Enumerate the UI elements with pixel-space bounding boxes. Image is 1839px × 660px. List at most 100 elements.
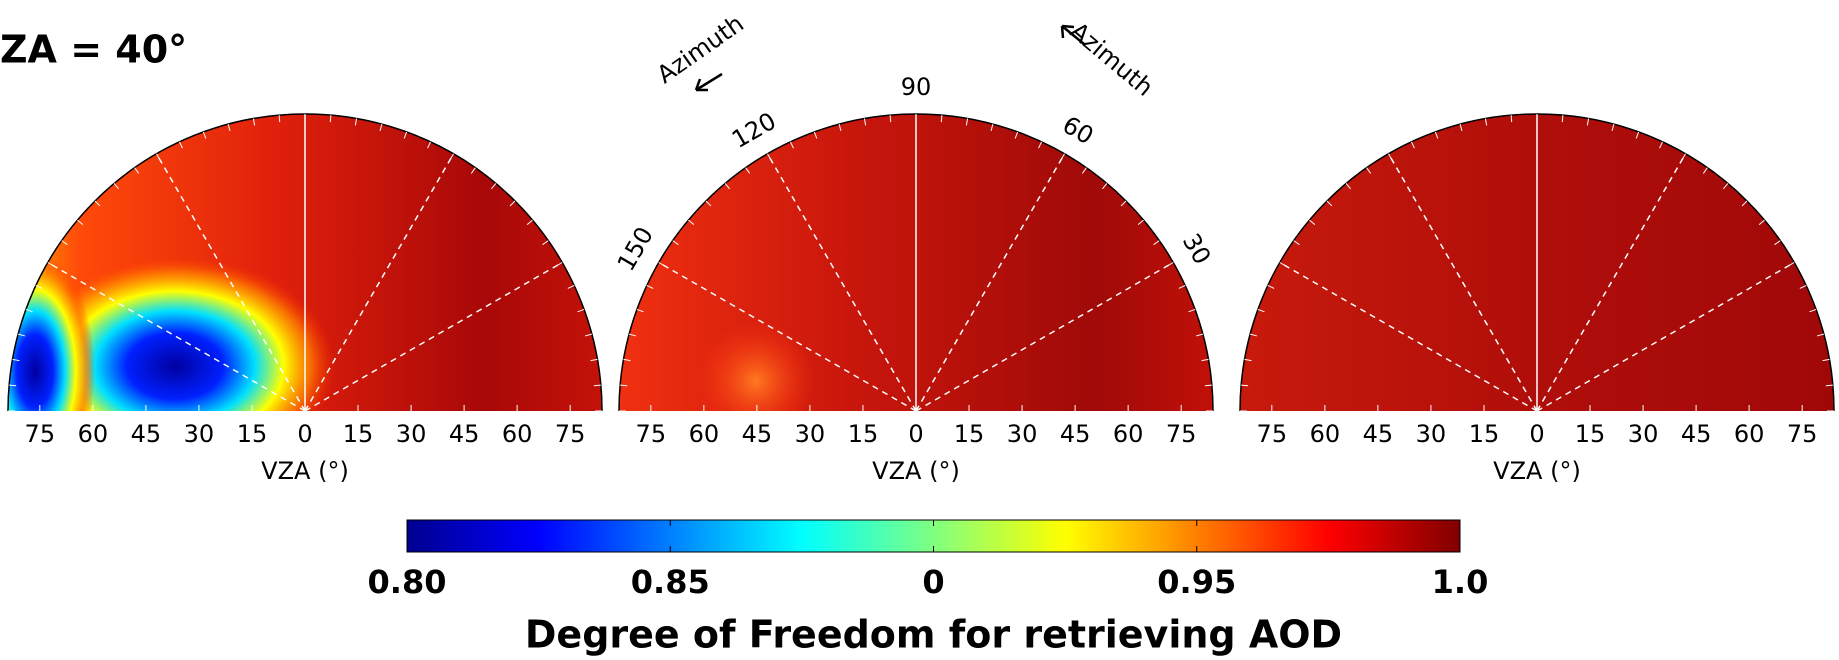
azimuth-line: [1279, 261, 1538, 412]
azimuth-tick-label: 90: [901, 73, 932, 101]
colorbar-tick-label: 0.80: [368, 563, 447, 601]
edge-tick: [813, 131, 818, 139]
x-tick-label: 60: [1734, 420, 1765, 448]
edge-tick: [1201, 358, 1209, 362]
x-tick-label: 75: [1166, 420, 1197, 448]
edge-tick: [1241, 384, 1249, 387]
edge-tick: [658, 262, 666, 267]
edge-tick: [1809, 308, 1817, 313]
edge-tick: [1309, 219, 1316, 225]
edge-tick: [1702, 167, 1708, 174]
x-tick-label: 75: [555, 420, 586, 448]
azimuth-tick-label: 60: [1058, 111, 1098, 151]
edge-tick: [688, 219, 695, 225]
edge-tick: [990, 123, 994, 132]
edge-tick: [1741, 200, 1748, 207]
edge-tick: [567, 285, 575, 289]
edge-tick: [593, 384, 601, 387]
edge-tick: [77, 219, 84, 225]
edge-tick: [1293, 240, 1300, 246]
edge-tick: [555, 262, 563, 267]
x-tick-label: 60: [1310, 420, 1341, 448]
edge-tick: [278, 115, 281, 123]
edge-tick: [1484, 118, 1488, 126]
edge-tick: [672, 240, 679, 246]
edge-tick: [449, 153, 454, 161]
edge-tick: [767, 153, 772, 161]
x-tick-label: 30: [184, 420, 215, 448]
x-tick-label: 15: [343, 420, 374, 448]
x-tick-label: 75: [636, 420, 667, 448]
colorbar-tick-label: 0.85: [631, 563, 710, 601]
x-tick-label: 45: [449, 420, 480, 448]
edge-tick: [1366, 167, 1372, 174]
x-tick-label: 45: [1060, 420, 1091, 448]
edge-tick: [156, 153, 161, 161]
heatmap-feature: [8, 251, 95, 411]
edge-tick: [1244, 358, 1252, 362]
edge-tick: [202, 131, 207, 139]
x-tick-label: 60: [1113, 420, 1144, 448]
x-tick-label: 60: [502, 420, 533, 448]
x-tick-label: 45: [1363, 420, 1394, 448]
edge-tick: [329, 115, 332, 123]
edge-tick: [1774, 240, 1781, 246]
edge-tick: [509, 200, 516, 207]
azimuth-line: [915, 261, 1174, 412]
azimuth-line: [47, 261, 306, 412]
azimuth-line: [155, 153, 306, 412]
x-tick-label: 75: [1787, 420, 1818, 448]
edge-tick: [1178, 285, 1186, 289]
edge-tick: [94, 200, 101, 207]
edge-tick: [940, 115, 943, 123]
colorbar-tick-label: 1.0: [1432, 563, 1489, 601]
edge-tick: [646, 285, 654, 289]
azimuth-tick-label: 150: [612, 222, 659, 276]
edge-tick: [61, 240, 68, 246]
x-tick-label: 30: [1628, 420, 1659, 448]
edge-tick: [1388, 153, 1393, 161]
edge-tick: [47, 262, 55, 267]
edge-tick: [25, 308, 33, 313]
colorbar-tick-label: 0: [922, 563, 944, 601]
edge-tick: [1137, 219, 1144, 225]
x-tick-label: 45: [131, 420, 162, 448]
edge-tick: [838, 123, 842, 132]
edge-tick: [745, 167, 751, 174]
edge-tick: [1014, 131, 1019, 139]
edge-tick: [1434, 131, 1439, 139]
edge-tick: [179, 141, 183, 149]
edge-tick: [1611, 123, 1615, 132]
edge-tick: [584, 333, 593, 337]
x-tick-label: 15: [237, 420, 268, 448]
edge-tick: [1120, 200, 1127, 207]
polar-panel: 75 60 45 30 15 0 15 30 45 60 75 VZA (°): [7, 113, 603, 485]
heatmap-feature: [15, 256, 335, 411]
edge-tick: [1279, 262, 1287, 267]
edge-tick: [542, 240, 549, 246]
edge-tick: [427, 141, 431, 149]
edge-tick: [1635, 131, 1640, 139]
edge-tick: [1081, 167, 1087, 174]
x-tick-label: 60: [689, 420, 720, 448]
edge-tick: [403, 131, 408, 139]
edge-tick: [889, 115, 892, 123]
x-tick-label: 0: [297, 420, 312, 448]
colorbar-tick-label: 0.95: [1157, 563, 1236, 601]
heatmap-feature: [696, 321, 816, 411]
edge-tick: [1681, 153, 1686, 161]
edge-tick: [1822, 358, 1830, 362]
edge-tick: [1102, 183, 1108, 190]
azimuth-tick-label: 120: [727, 107, 781, 154]
x-tick-label: 30: [1007, 420, 1038, 448]
edge-tick: [134, 167, 140, 174]
x-axis-label: VZA (°): [872, 457, 960, 485]
azimuth-line: [1536, 153, 1687, 412]
edge-tick: [1561, 115, 1564, 123]
x-axis-label: VZA (°): [261, 457, 349, 485]
x-tick-label: 45: [742, 420, 773, 448]
x-tick-label: 75: [25, 420, 56, 448]
figure-title: ZA = 40°: [0, 28, 187, 72]
edge-tick: [1510, 115, 1513, 123]
